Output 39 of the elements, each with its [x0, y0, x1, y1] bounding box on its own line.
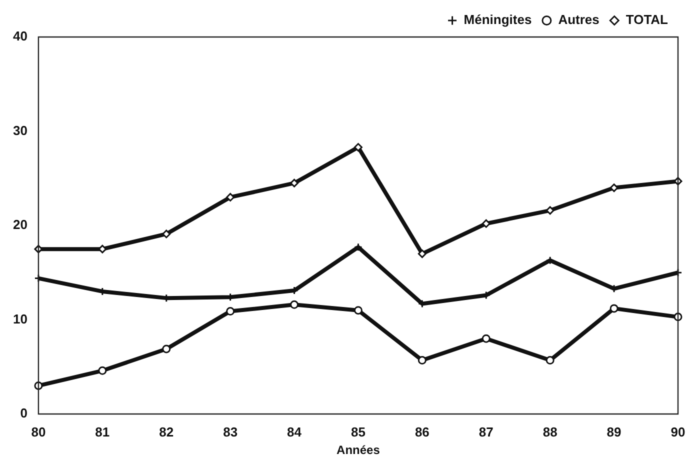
x-tick-label: 83 — [223, 424, 238, 440]
point — [162, 230, 171, 238]
legend-label: Autres — [558, 12, 600, 28]
y-tick-label: 30 — [12, 122, 28, 138]
point — [546, 206, 554, 215]
point — [226, 307, 235, 316]
point — [354, 242, 362, 252]
point — [162, 344, 171, 354]
point — [98, 366, 107, 375]
point — [546, 256, 554, 265]
legend-label: Méningites — [464, 12, 532, 28]
point — [418, 356, 426, 365]
point — [610, 184, 618, 192]
point — [354, 306, 362, 315]
x-tick-label: 88 — [542, 424, 558, 440]
point — [546, 356, 554, 365]
point — [354, 143, 362, 152]
x-tick-label: 82 — [159, 424, 174, 440]
x-tick-label: 81 — [95, 424, 110, 440]
y-tick-label: 0 — [20, 406, 28, 421]
point — [610, 304, 618, 313]
y-tick-label: 40 — [12, 28, 28, 44]
y-tick-label: 10 — [12, 311, 28, 326]
point — [482, 334, 490, 343]
x-tick-label: 87 — [478, 424, 494, 440]
x-axis-title: Années — [336, 443, 380, 458]
x-tick-label: 89 — [606, 424, 622, 440]
point — [482, 219, 490, 228]
x-tick-label: 86 — [414, 424, 430, 440]
x-tick-label: 90 — [670, 424, 686, 440]
point — [226, 192, 235, 202]
x-tick-label: 84 — [287, 424, 302, 440]
x-tick-label: 80 — [31, 424, 46, 440]
legend-label: TOTAL — [626, 12, 668, 28]
y-tick-label: 20 — [12, 217, 28, 232]
point — [290, 300, 299, 309]
point — [290, 178, 299, 188]
point — [418, 250, 426, 258]
x-tick-label: 85 — [350, 424, 366, 440]
